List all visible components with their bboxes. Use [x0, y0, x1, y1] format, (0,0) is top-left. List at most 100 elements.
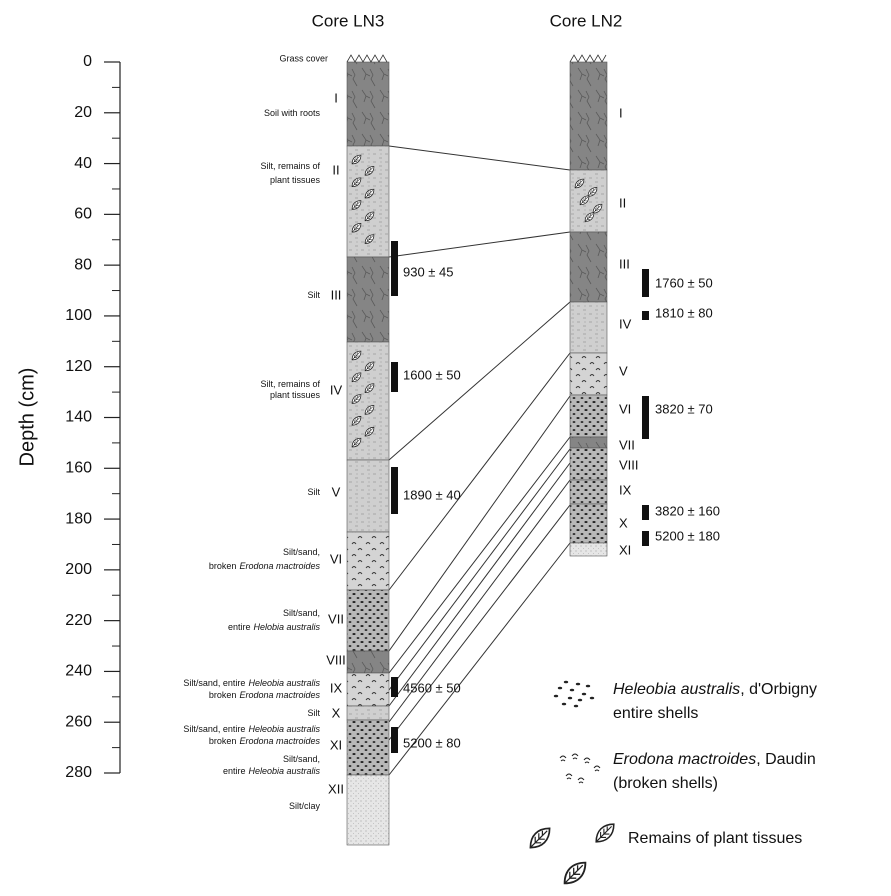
unit-numeral: V — [619, 363, 628, 378]
legend-author: , d'Orbigny — [740, 681, 817, 698]
tick-label: 80 — [74, 256, 92, 273]
core-layer — [569, 479, 608, 505]
shell-dot — [567, 696, 573, 700]
radiocarbon-date: 1810 ± 80 — [655, 305, 713, 320]
species-name: Erodona mactroides — [613, 751, 756, 768]
unit-numeral: IV — [619, 316, 632, 331]
correlation-line — [388, 301, 571, 461]
tick-label: 280 — [65, 764, 92, 781]
tick-label: 100 — [65, 307, 92, 324]
correlation-line — [388, 479, 571, 723]
correlation-line — [388, 352, 571, 591]
radiocarbon-date: 1600 ± 50 — [403, 367, 461, 382]
tick-label: 240 — [65, 663, 92, 680]
tick-label: 120 — [65, 358, 92, 375]
correlation-line — [388, 395, 571, 652]
shell-dot — [569, 688, 575, 692]
date-bar — [642, 505, 649, 520]
unit-numeral: III — [619, 256, 630, 271]
date-bar — [391, 241, 398, 296]
radiocarbon-date: 3820 ± 160 — [655, 503, 720, 518]
core-layer — [569, 231, 608, 303]
unit-description: Silt, remains of — [260, 161, 320, 171]
unit-numeral: I — [619, 105, 623, 120]
tick-label: 60 — [74, 206, 92, 223]
shell-dot — [553, 694, 559, 698]
shell-dot — [573, 704, 579, 708]
legend-text: Remains of plant tissues — [628, 830, 802, 847]
date-bar — [642, 311, 649, 320]
legend-note: (broken shells) — [613, 775, 718, 792]
radiocarbon-date: 3820 ± 70 — [655, 401, 713, 416]
grass-cover — [569, 54, 607, 63]
core-layer — [346, 459, 390, 533]
core-layer — [346, 256, 390, 343]
date-bar — [642, 396, 649, 439]
unit-description: broken Erodona mactroides — [209, 690, 321, 700]
core-layer — [569, 394, 608, 438]
unit-description: plant tissues — [270, 175, 321, 185]
core-layer — [569, 61, 608, 171]
radiocarbon-date: 5200 ± 180 — [655, 528, 720, 543]
tick-label: 20 — [74, 104, 92, 121]
description-text: Silt/clay — [289, 801, 321, 811]
shell-fragment — [577, 777, 585, 784]
unit-description: Silt — [307, 290, 320, 300]
tick-label: 160 — [65, 460, 92, 477]
shell-dot — [585, 684, 591, 688]
description-text: Silt/sand, entire — [183, 724, 245, 734]
tick-label: 200 — [65, 561, 92, 578]
unit-numeral: IV — [330, 382, 343, 397]
unit-description: entire Heleobia australis — [223, 766, 321, 776]
leaf-icon — [529, 827, 551, 849]
radiocarbon-date: 930 ± 45 — [403, 264, 454, 279]
description-text: Silt — [307, 708, 320, 718]
legend-icon-heleobia — [553, 680, 595, 708]
unit-numeral: I — [334, 90, 338, 105]
description-text: Silt, remains of — [260, 379, 320, 389]
shell-fragment — [593, 765, 601, 772]
unit-numeral: III — [331, 287, 342, 302]
unit-numeral: VI — [330, 551, 342, 566]
tick-label: 40 — [74, 155, 92, 172]
description-text: Silt/sand, — [283, 547, 320, 557]
core-layer — [569, 301, 608, 354]
description-text: Silt — [307, 290, 320, 300]
tick-label: 0 — [83, 53, 92, 70]
unit-description: broken Erodona mactroides — [209, 561, 321, 571]
shell-fragment — [559, 755, 567, 762]
core-layer — [346, 589, 390, 652]
unit-numeral: X — [332, 705, 341, 720]
radiocarbon-date: 1760 ± 50 — [655, 275, 713, 290]
top-note: Grass cover — [279, 53, 328, 63]
description-text: plant tissues — [270, 175, 321, 185]
shell-dot — [575, 682, 581, 686]
tick-label: 180 — [65, 510, 92, 527]
core-layer — [569, 352, 608, 396]
core-layer — [346, 61, 390, 147]
unit-numeral: II — [332, 162, 339, 177]
species-name: Erodona mactroides — [239, 561, 320, 571]
tick-label: 260 — [65, 713, 92, 730]
core-layer — [346, 719, 390, 776]
core-layer — [346, 705, 390, 721]
leaf-icon — [595, 823, 615, 843]
description-text: Silt/sand, — [283, 608, 320, 618]
leaf-icon — [563, 861, 587, 885]
unit-numeral: VII — [619, 437, 635, 452]
unit-numeral: XI — [330, 737, 342, 752]
core-title: Core LN2 — [550, 11, 623, 30]
unit-numeral: X — [619, 515, 628, 530]
unit-description: Silt — [307, 487, 320, 497]
unit-description: plant tissues — [270, 390, 321, 400]
core-title: Core LN3 — [312, 11, 385, 30]
legend-icon-erodona — [559, 753, 601, 784]
core-layer — [346, 774, 390, 846]
unit-description: Silt/sand, — [283, 547, 320, 557]
date-bar — [391, 677, 398, 697]
correlation-line — [388, 542, 571, 776]
unit-numeral: V — [332, 484, 341, 499]
core-layer — [569, 542, 608, 557]
species-name: Heleobia australis — [248, 766, 320, 776]
correlation-line — [388, 145, 571, 171]
